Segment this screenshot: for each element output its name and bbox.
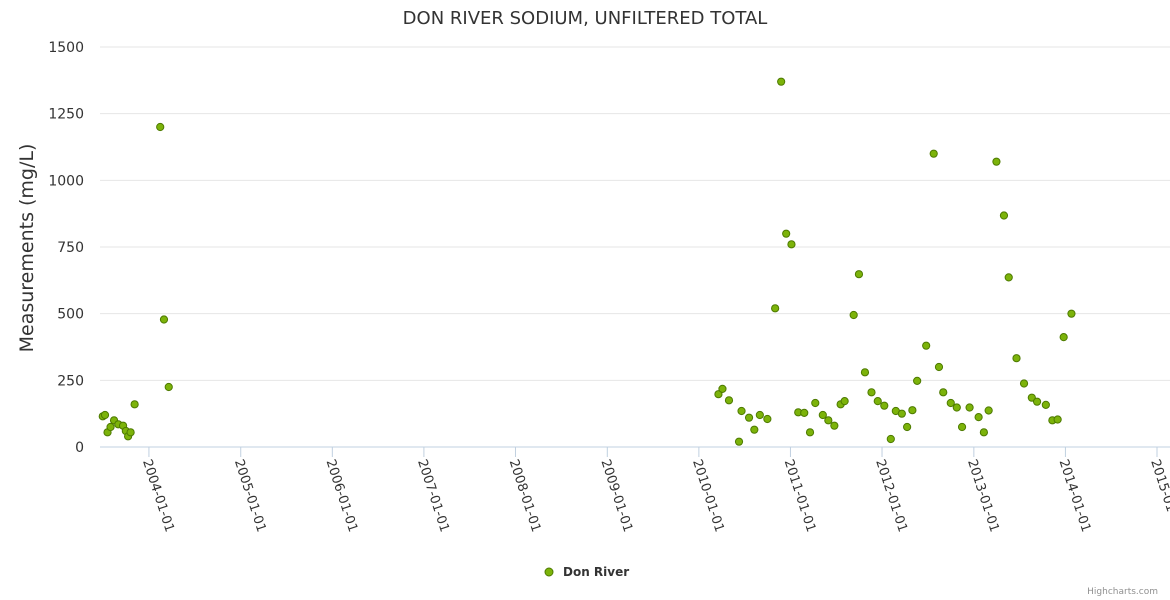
- series-don-river[interactable]: [98, 77, 1076, 446]
- data-point[interactable]: [965, 403, 974, 412]
- data-point[interactable]: [1027, 393, 1036, 402]
- data-point[interactable]: [957, 422, 967, 432]
- data-point[interactable]: [849, 310, 858, 320]
- data-point[interactable]: [100, 410, 110, 420]
- data-point[interactable]: [897, 409, 906, 418]
- data-point[interactable]: [1053, 415, 1062, 424]
- data-point[interactable]: [156, 122, 165, 132]
- data-point[interactable]: [840, 397, 849, 406]
- y-tick-label: 750: [57, 240, 84, 256]
- data-point[interactable]: [929, 149, 938, 158]
- y-tick-label: 1250: [48, 107, 84, 123]
- data-point[interactable]: [106, 422, 115, 432]
- data-point[interactable]: [992, 157, 1001, 166]
- data-point[interactable]: [984, 406, 993, 415]
- data-point[interactable]: [737, 406, 746, 416]
- data-point[interactable]: [1059, 333, 1068, 342]
- credits-link[interactable]: Highcharts.com: [1087, 587, 1158, 597]
- y-tick-label: 1000: [48, 173, 84, 189]
- data-point[interactable]: [867, 388, 876, 397]
- data-point[interactable]: [946, 398, 955, 408]
- data-point[interactable]: [782, 229, 791, 238]
- data-point[interactable]: [1004, 273, 1013, 282]
- data-point[interactable]: [755, 410, 764, 420]
- data-point[interactable]: [787, 240, 796, 249]
- data-point[interactable]: [999, 211, 1009, 220]
- data-point[interactable]: [811, 398, 820, 408]
- data-point[interactable]: [800, 408, 809, 417]
- data-point[interactable]: [952, 403, 961, 412]
- data-point[interactable]: [159, 315, 169, 324]
- data-point[interactable]: [724, 396, 734, 405]
- data-point[interactable]: [818, 410, 827, 420]
- data-point[interactable]: [805, 428, 815, 437]
- data-point[interactable]: [974, 413, 983, 422]
- data-point[interactable]: [126, 428, 135, 437]
- data-point[interactable]: [934, 362, 944, 372]
- data-point[interactable]: [824, 416, 833, 425]
- data-point[interactable]: [714, 390, 723, 399]
- legend[interactable]: Don River: [544, 565, 629, 579]
- data-point[interactable]: [763, 414, 772, 424]
- data-point[interactable]: [939, 388, 948, 397]
- data-point[interactable]: [777, 77, 786, 86]
- data-point[interactable]: [830, 421, 839, 430]
- y-tick-label: 0: [75, 440, 84, 456]
- y-axis-title: Measurements (mg/L): [16, 144, 38, 353]
- data-point[interactable]: [1012, 354, 1021, 363]
- data-point[interactable]: [913, 376, 922, 385]
- y-tick-label: 500: [57, 307, 84, 323]
- data-point[interactable]: [903, 422, 912, 432]
- y-tick-label: 1500: [48, 40, 84, 56]
- data-point[interactable]: [750, 425, 759, 434]
- data-point[interactable]: [979, 428, 988, 437]
- y-tick-label: 250: [57, 373, 84, 389]
- data-point[interactable]: [734, 437, 744, 446]
- data-point[interactable]: [744, 413, 754, 422]
- data-point[interactable]: [880, 401, 889, 410]
- data-point[interactable]: [1041, 400, 1050, 409]
- legend-item-don-river[interactable]: Don River: [563, 565, 629, 579]
- data-point[interactable]: [771, 304, 780, 313]
- data-point[interactable]: [718, 384, 727, 393]
- data-point[interactable]: [886, 434, 895, 444]
- data-point[interactable]: [873, 397, 882, 406]
- data-point[interactable]: [1032, 397, 1042, 406]
- data-point[interactable]: [860, 368, 870, 377]
- legend-marker-icon: [544, 567, 554, 577]
- y-gridlines: [100, 46, 1170, 381]
- data-point[interactable]: [1019, 379, 1029, 388]
- data-point[interactable]: [922, 341, 931, 350]
- data-point[interactable]: [164, 382, 173, 392]
- y-axis-ticks: 0 250 500 750 1000 1250 1500: [48, 40, 84, 456]
- data-point[interactable]: [854, 270, 864, 279]
- data-point[interactable]: [1067, 309, 1076, 318]
- chart-title: DON RIVER SODIUM, UNFILTERED TOTAL: [403, 8, 768, 29]
- data-point[interactable]: [908, 406, 917, 415]
- data-point[interactable]: [130, 400, 139, 409]
